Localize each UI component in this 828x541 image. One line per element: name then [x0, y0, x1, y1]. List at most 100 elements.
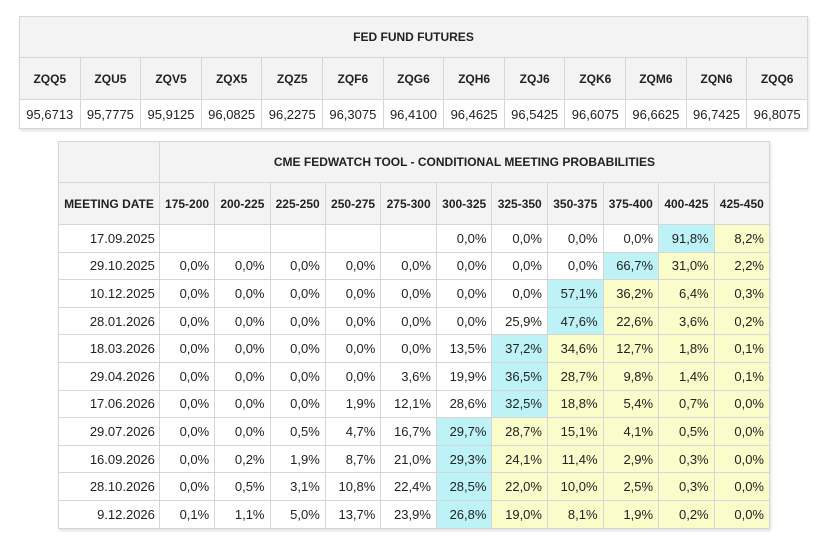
probability-cell	[380, 224, 437, 253]
probability-cell: 0,3%	[658, 472, 715, 501]
probability-cell: 1,4%	[658, 361, 715, 391]
table-row: 29.10.2025 0,0% 0,0% 0,0% 0,0% 0,0% 0,0% 0,0% 0,…	[58, 251, 771, 281]
rate-range-header: 325-350	[491, 182, 548, 225]
probability-cell: 0,0%	[435, 306, 493, 336]
probability-cell: 2,9%	[602, 444, 660, 474]
meeting-date: 17.09.2025	[58, 224, 160, 253]
probability-cell: 29,3%	[435, 444, 493, 474]
probability-cell: 22,4%	[380, 472, 437, 501]
probability-cell: 9,8%	[602, 361, 660, 391]
futures-price: 95,6713	[19, 99, 81, 129]
probability-cell	[269, 224, 326, 253]
rate-range-header: 400-425	[658, 182, 715, 225]
probability-cell: 29,7%	[435, 417, 493, 446]
meeting-date: 9.12.2026	[58, 499, 160, 529]
probability-cell: 19,9%	[435, 361, 493, 391]
probability-cell: 18,8%	[546, 389, 604, 419]
probability-cell: 0,0%	[269, 361, 326, 391]
futures-code: ZQG6	[382, 57, 445, 100]
probability-cell: 1,9%	[269, 444, 326, 474]
probability-cell: 0,0%	[214, 334, 271, 363]
futures-title: FED FUND FUTURES	[19, 16, 808, 58]
probability-cell: 0,5%	[214, 472, 271, 501]
rate-range-header: 275-300	[380, 182, 437, 225]
futures-code: ZQN6	[685, 57, 748, 100]
probability-cell: 0,0%	[491, 279, 548, 308]
probability-cell: 0,0%	[214, 279, 271, 308]
probability-cell: 0,0%	[214, 417, 271, 446]
probability-cell: 0,0%	[158, 417, 216, 446]
table-row: 9.12.2026 0,1% 1,1% 5,0% 13,7% 23,9% 26,8% 19,0…	[58, 499, 771, 529]
rate-range-header: 200-225	[214, 182, 271, 225]
futures-code: ZQU5	[79, 57, 142, 100]
probability-cell	[158, 224, 216, 253]
probability-cell: 0,5%	[269, 417, 326, 446]
futures-price: 96,7425	[685, 99, 748, 129]
probability-cell: 24,1%	[491, 444, 548, 474]
probability-cell: 36,5%	[491, 361, 548, 391]
fedwatch-title: CME FEDWATCH TOOL - CONDITIONAL MEETING …	[158, 141, 771, 183]
probability-cell: 0,0%	[380, 334, 437, 363]
probability-cell: 12,1%	[380, 389, 437, 419]
table-row: 29.04.2026 0,0% 0,0% 0,0% 0,0% 3,6% 19,9% 36,5%…	[58, 361, 771, 391]
probability-cell: 0,0%	[546, 224, 604, 253]
probability-cell: 1,1%	[214, 499, 271, 529]
probability-cell: 11,4%	[546, 444, 604, 474]
meeting-date: 29.10.2025	[58, 251, 160, 281]
futures-code: ZQQ5	[19, 57, 81, 100]
probability-cell: 12,7%	[602, 334, 660, 363]
probability-cell: 0,0%	[602, 224, 660, 253]
probability-cell: 0,0%	[491, 224, 548, 253]
probability-cell: 2,5%	[602, 472, 660, 501]
probability-cell: 8,7%	[324, 444, 382, 474]
probability-cell: 36,2%	[602, 279, 660, 308]
probability-cell: 0,7%	[658, 389, 715, 419]
futures-price: 96,8075	[746, 99, 808, 129]
probability-cell: 4,7%	[324, 417, 382, 446]
probability-cell: 8,1%	[546, 499, 604, 529]
probability-cell: 13,7%	[324, 499, 382, 529]
probability-cell: 28,7%	[491, 417, 548, 446]
probability-cell: 0,0%	[214, 361, 271, 391]
probability-cell: 0,0%	[546, 251, 604, 281]
futures-code: ZQQ6	[746, 57, 808, 100]
meeting-date-header: MEETING DATE	[58, 182, 160, 225]
probability-cell: 26,8%	[435, 499, 493, 529]
meeting-date: 29.04.2026	[58, 361, 160, 391]
probability-cell: 5,4%	[602, 389, 660, 419]
table-row: 18.03.2026 0,0% 0,0% 0,0% 0,0% 0,0% 13,5% 37,2%…	[58, 334, 771, 363]
probability-cell: 21,0%	[380, 444, 437, 474]
probability-cell: 3,6%	[380, 361, 437, 391]
probability-cell: 0,0%	[269, 389, 326, 419]
futures-price: 96,4625	[443, 99, 505, 129]
probability-cell: 0,0%	[713, 417, 771, 446]
probability-cell: 22,0%	[491, 472, 548, 501]
probability-cell: 0,1%	[713, 334, 771, 363]
rate-range-header: 425-450	[713, 182, 771, 225]
probability-cell: 0,2%	[713, 306, 771, 336]
probability-cell: 1,8%	[658, 334, 715, 363]
probability-cell: 0,0%	[214, 389, 271, 419]
probability-rows: 17.09.2025 0,0% 0,0% 0,0% 0,0% 91,8% 8,2% 29.10…	[58, 224, 771, 529]
table-row: 10.12.2025 0,0% 0,0% 0,0% 0,0% 0,0% 0,0% 0,0% 57…	[58, 279, 771, 308]
rate-range-header-row: MEETING DATE 175-200 200-225 225-250 250-27…	[58, 182, 771, 225]
probability-cell: 47,6%	[546, 306, 604, 336]
probability-cell: 0,0%	[158, 306, 216, 336]
meeting-date: 28.10.2026	[58, 472, 160, 501]
rate-range-header: 250-275	[324, 182, 382, 225]
table-row: 28.01.2026 0,0% 0,0% 0,0% 0,0% 0,0% 0,0% 25,9% 4…	[58, 306, 771, 336]
table-row: 29.07.2026 0,0% 0,0% 0,5% 4,7% 16,7% 29,7% 28,7…	[58, 417, 771, 446]
probability-cell: 16,7%	[380, 417, 437, 446]
probability-cell: 0,0%	[713, 389, 771, 419]
rate-range-header: 175-200	[158, 182, 216, 225]
probability-cell: 0,1%	[158, 499, 216, 529]
cme-fedwatch-table: CME FEDWATCH TOOL - CONDITIONAL MEETING …	[58, 141, 771, 529]
rate-range-header: 300-325	[435, 182, 493, 225]
futures-code-row: ZQQ5 ZQU5 ZQV5 ZQX5 ZQZ5 ZQF6 ZQG6 ZQH6 ZQJ6 ZQK6…	[19, 57, 808, 100]
probability-cell: 31,0%	[658, 251, 715, 281]
probability-cell: 3,6%	[658, 306, 715, 336]
probability-cell: 0,0%	[214, 251, 271, 281]
probability-cell: 28,7%	[546, 361, 604, 391]
futures-code: ZQX5	[200, 57, 263, 100]
probability-cell	[214, 224, 271, 253]
